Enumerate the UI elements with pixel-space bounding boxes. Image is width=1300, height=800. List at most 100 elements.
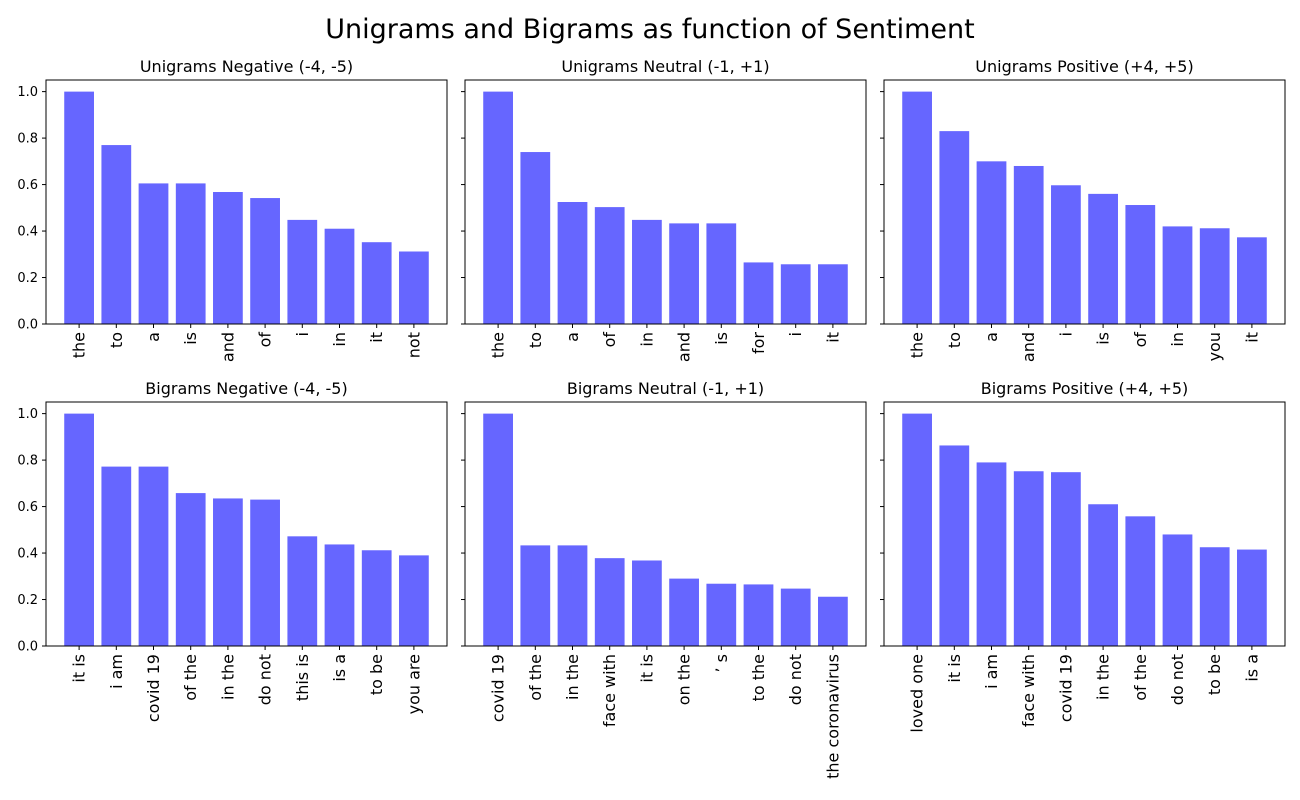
bar <box>1237 237 1267 324</box>
bar <box>706 583 737 646</box>
x-tick-label: is a <box>1242 654 1261 682</box>
x-tick-label: loved one <box>908 654 927 733</box>
bar <box>1162 226 1193 324</box>
axes-frame <box>45 79 448 325</box>
bar <box>483 91 513 325</box>
x-tick-label: and <box>675 332 694 362</box>
y-tick-label: 0.2 <box>17 593 38 608</box>
x-tick-label: of the <box>526 654 545 701</box>
x-tick-label: in the <box>218 654 237 700</box>
bar <box>250 198 280 324</box>
bar <box>64 413 94 646</box>
y-tick-label: 0.0 <box>17 318 38 333</box>
x-tick-label: is <box>712 332 731 345</box>
x-tick-label: is <box>181 332 200 345</box>
y-tick-label: 0.4 <box>17 547 38 562</box>
bar <box>939 445 970 646</box>
x-tick-label: in <box>637 332 656 347</box>
bar <box>1125 516 1156 646</box>
bar <box>743 262 774 324</box>
x-tick-label: the <box>489 332 508 358</box>
bar <box>594 207 625 324</box>
bar <box>818 264 848 324</box>
y-tick-label: 0.8 <box>17 454 38 469</box>
bar <box>361 242 392 324</box>
y-tick-label: 1.0 <box>17 85 38 100</box>
bar <box>213 498 243 646</box>
x-tick-label: it is <box>945 654 964 683</box>
x-tick-label: of <box>256 332 275 348</box>
x-tick-label: covid 19 <box>489 654 508 722</box>
panel-title: Unigrams Neutral (-1, +1) <box>561 57 769 76</box>
x-tick-label: to be <box>1205 654 1224 695</box>
x-tick-label: i am <box>107 654 126 689</box>
x-tick-label: a <box>563 332 582 342</box>
subplots-grid: Unigrams Negative (-4, -5) 0.0 0.2 0.4 0.6 0.… <box>17 57 1286 779</box>
x-tick-label: in the <box>1094 654 1113 700</box>
x-tick-label: of the <box>181 654 200 701</box>
x-tick-label: for <box>749 332 768 354</box>
bar <box>213 192 243 324</box>
x-tick-label: this is <box>293 654 312 701</box>
panel-title: Bigrams Negative (-4, -5) <box>145 379 347 398</box>
bar <box>1051 472 1081 646</box>
chart-panel-1: Unigrams Neutral (-1, +1) the to a of in and is… <box>461 57 867 362</box>
x-tick-label: in <box>1168 332 1187 347</box>
bar <box>594 558 625 646</box>
bar <box>520 545 551 646</box>
x-tick-label: to <box>945 332 964 348</box>
x-tick-label: and <box>218 332 237 362</box>
bar <box>557 545 588 646</box>
bar <box>1088 504 1118 646</box>
x-tick-label: of the <box>1131 654 1150 701</box>
x-tick-label: do not <box>1168 654 1187 705</box>
x-tick-label: and <box>1019 332 1038 362</box>
x-tick-label: to <box>107 332 126 348</box>
x-tick-label: the <box>908 332 927 358</box>
bar <box>1051 185 1081 324</box>
x-tick-label: you are <box>404 654 423 714</box>
axes-frame <box>464 79 867 325</box>
bar <box>632 560 662 646</box>
chart-panel-3: Bigrams Negative (-4, -5) 0.0 0.2 0.4 0.6 0.8… <box>17 379 448 722</box>
bar <box>706 223 737 324</box>
x-tick-label: of <box>1131 332 1150 348</box>
x-tick-label: of <box>600 332 619 348</box>
bar <box>557 202 588 324</box>
bar <box>175 183 206 324</box>
bar <box>780 264 811 324</box>
chart-panel-0: Unigrams Negative (-4, -5) 0.0 0.2 0.4 0.6 0.… <box>17 57 448 362</box>
bar <box>361 550 392 646</box>
y-tick-label: 0.6 <box>17 500 38 515</box>
panel-title: Unigrams Positive (+4, +5) <box>975 57 1193 76</box>
bar <box>399 555 429 646</box>
axes-frame <box>464 401 867 647</box>
x-tick-label: it is <box>70 654 89 683</box>
x-tick-label: a <box>982 332 1001 342</box>
bar <box>1199 547 1230 646</box>
bar <box>780 588 811 646</box>
bar <box>939 131 970 324</box>
y-tick-label: 0.0 <box>17 640 38 655</box>
axes-frame <box>883 79 1286 325</box>
bar <box>250 499 280 646</box>
x-tick-label: i <box>1056 332 1075 336</box>
bar <box>1013 471 1044 646</box>
x-tick-label: the coronavirus <box>823 654 842 779</box>
x-tick-label: in <box>330 332 349 347</box>
x-tick-label: on the <box>675 654 694 705</box>
bar <box>101 145 132 324</box>
x-tick-label: it <box>1242 332 1261 343</box>
bar <box>1237 549 1267 646</box>
axes-frame <box>45 401 448 647</box>
x-tick-label: i <box>293 332 312 336</box>
bar <box>520 152 551 324</box>
x-tick-label: the <box>70 332 89 358</box>
x-tick-label: is <box>1094 332 1113 345</box>
y-tick-label: 0.8 <box>17 132 38 147</box>
x-tick-label: it is <box>637 654 656 683</box>
x-tick-label: to the <box>749 654 768 701</box>
bar <box>1013 165 1044 324</box>
x-tick-label: it <box>823 332 842 343</box>
